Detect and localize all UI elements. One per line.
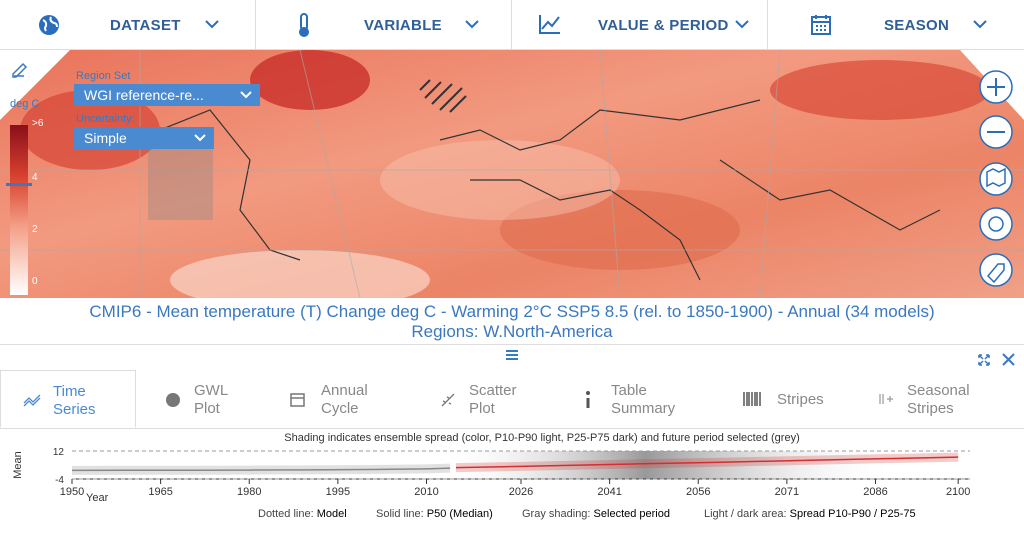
units-label: deg C xyxy=(10,98,40,110)
chevron xyxy=(194,134,206,142)
caption-line: Regions: W.North-America xyxy=(411,322,613,341)
nav-label: DATASET xyxy=(110,17,181,34)
nav-dataset[interactable]: DATASET xyxy=(0,0,256,50)
tab-label: Annual Cycle xyxy=(321,382,368,417)
tab[interactable]: Annual Cycle xyxy=(290,370,420,428)
chevron xyxy=(240,91,252,99)
legend-item: Solid line: P50 (Median) xyxy=(376,508,493,520)
median-line xyxy=(455,456,959,469)
colorbar-tick: 0 xyxy=(32,276,38,287)
map[interactable] xyxy=(0,50,1024,298)
uncertainty-label: Uncertainty: xyxy=(76,113,135,125)
y-tick-label: 12 xyxy=(53,447,65,458)
tab-label: Table Summary xyxy=(611,382,676,417)
x-tick-label: 2071 xyxy=(775,486,799,498)
tab[interactable]: Stripes xyxy=(742,370,862,428)
select-value: Simple xyxy=(84,130,127,146)
tab-icon xyxy=(23,394,41,407)
chevron xyxy=(735,20,749,29)
tab[interactable]: Table Summary xyxy=(580,370,720,428)
x-tick-label: 2026 xyxy=(509,486,533,498)
calendar-icon xyxy=(811,15,831,35)
nav-bar xyxy=(0,0,1024,50)
x-tick-label: 2041 xyxy=(597,486,621,498)
legend-value: P50 (Median) xyxy=(426,508,493,520)
selected-period xyxy=(438,451,900,479)
tab-label: Scatter Plot xyxy=(469,382,517,417)
tab[interactable]: Time Series xyxy=(0,370,136,428)
tab[interactable]: Seasonal Stripes xyxy=(876,370,1016,428)
nav-label: SEASON xyxy=(884,17,950,34)
nav-label: VARIABLE xyxy=(364,17,442,34)
legend-item: Light / dark area: Spread P10-P90 / P25-… xyxy=(704,508,916,520)
legend-value: Selected period xyxy=(593,508,670,520)
chevron xyxy=(973,20,987,29)
colorbar-tick: 4 xyxy=(32,172,38,183)
region-set-label: Region Set xyxy=(76,70,131,82)
nav-season[interactable]: SEASON xyxy=(768,0,1024,50)
chart-icon xyxy=(539,15,560,34)
x-tick-label: 1995 xyxy=(326,486,350,498)
tab-icon xyxy=(166,393,180,407)
menu-handle[interactable] xyxy=(505,349,519,361)
tab-icon xyxy=(743,392,761,406)
window-controls[interactable] xyxy=(976,352,1016,368)
thermometer-icon xyxy=(299,13,309,37)
x-tick-label: 1950 xyxy=(60,486,84,498)
uncertainty-select[interactable]: Simple xyxy=(74,127,214,149)
legend-key: Dotted line: xyxy=(258,508,314,520)
x-tick-label: 2056 xyxy=(686,486,710,498)
colorbar-tick: 2 xyxy=(32,224,38,235)
caption-line: CMIP6 - Mean temperature (T) Change deg … xyxy=(89,302,935,321)
tab-icon xyxy=(879,394,893,404)
x-tick-label: 1965 xyxy=(148,486,172,498)
colorbar-tick: >6 xyxy=(32,118,44,129)
tab-label: Seasonal Stripes xyxy=(907,382,970,417)
nav-value-period[interactable]: VALUE & PERIOD xyxy=(512,0,768,50)
tab-icon xyxy=(290,393,305,407)
tab-label: GWL Plot xyxy=(194,382,228,417)
y-tick-label: -4 xyxy=(55,475,64,486)
nav-variable[interactable]: VARIABLE xyxy=(256,0,512,50)
select-value: WGI reference-re... xyxy=(84,87,204,103)
chevron xyxy=(205,20,219,29)
x-tick-label: 2100 xyxy=(946,486,970,498)
globe-icon xyxy=(39,15,59,35)
tab-label: Time Series xyxy=(53,383,96,418)
tab-icon xyxy=(586,391,590,408)
y-axis-label: Mean xyxy=(12,451,24,479)
legend-value: Spread P10-P90 / P25-75 xyxy=(789,508,916,520)
x-axis-label: Year xyxy=(86,492,109,504)
tab-line xyxy=(0,428,1024,429)
tab-label: Stripes xyxy=(777,391,824,408)
legend-item: Gray shading: Selected period xyxy=(522,508,670,520)
legend-value: Model xyxy=(316,508,347,520)
x-tick-label: 2010 xyxy=(414,486,438,498)
legend-key: Solid line: xyxy=(376,508,424,520)
divider xyxy=(0,344,1024,345)
median-line xyxy=(71,467,451,472)
tab[interactable]: GWL Plot xyxy=(160,370,270,428)
nav-label: VALUE & PERIOD xyxy=(598,17,729,34)
chevron xyxy=(465,20,479,29)
x-tick-label: 1980 xyxy=(237,486,261,498)
x-tick-label: 2086 xyxy=(863,486,887,498)
legend-key: Light / dark area: xyxy=(704,508,787,520)
tab[interactable]: Scatter Plot xyxy=(440,370,560,428)
legend-item: Dotted line: Model xyxy=(258,508,347,520)
legend-key: Gray shading: xyxy=(522,508,591,520)
tab-icon xyxy=(441,393,455,407)
chart-subtitle: Shading indicates ensemble spread (color… xyxy=(284,432,799,444)
region-set-select[interactable]: WGI reference-re... xyxy=(74,84,260,106)
time-series-chart: Shading indicates ensemble spread (color… xyxy=(12,432,970,504)
